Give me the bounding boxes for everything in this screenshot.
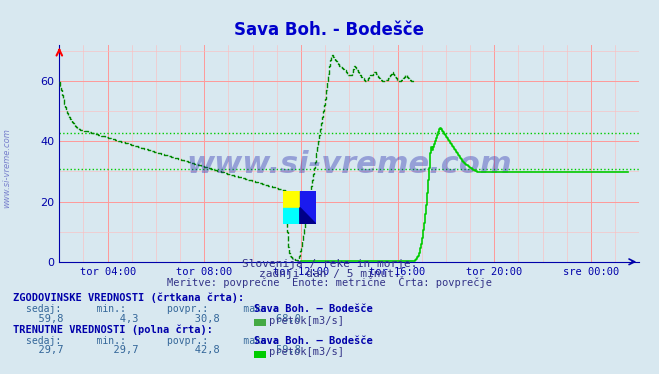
- Bar: [283, 208, 300, 224]
- Text: pretok[m3/s]: pretok[m3/s]: [269, 347, 344, 357]
- Text: sedaj:      min.:       povpr.:      maks.:: sedaj: min.: povpr.: maks.:: [26, 336, 279, 346]
- Polygon shape: [300, 208, 316, 224]
- Text: 29,7        29,7         42,8         59,8: 29,7 29,7 42,8 59,8: [26, 346, 301, 355]
- Text: Meritve: povprečne  Enote: metrične  Črta: povprečje: Meritve: povprečne Enote: metrične Črta:…: [167, 276, 492, 288]
- Text: TRENUTNE VREDNOSTI (polna črta):: TRENUTNE VREDNOSTI (polna črta):: [13, 324, 213, 335]
- Text: www.si-vreme.com: www.si-vreme.com: [186, 150, 512, 179]
- Text: sedaj:      min.:       povpr.:      maks.:: sedaj: min.: povpr.: maks.:: [26, 304, 279, 314]
- Text: Slovenija / reke in morje.: Slovenija / reke in morje.: [242, 260, 417, 269]
- Text: pretok[m3/s]: pretok[m3/s]: [269, 316, 344, 325]
- Text: 59,8         4,3         30,8         68,0: 59,8 4,3 30,8 68,0: [26, 314, 301, 324]
- Text: Sava Boh. – Bodešče: Sava Boh. – Bodešče: [254, 336, 372, 346]
- Text: www.si-vreme.com: www.si-vreme.com: [2, 128, 11, 208]
- Bar: [283, 191, 300, 208]
- Polygon shape: [300, 191, 316, 224]
- Text: zadnji dan / 5 minut.: zadnji dan / 5 minut.: [258, 269, 401, 279]
- Text: ZGODOVINSKE VREDNOSTI (črtkana črta):: ZGODOVINSKE VREDNOSTI (črtkana črta):: [13, 292, 244, 303]
- Text: Sava Boh. - Bodešče: Sava Boh. - Bodešče: [235, 21, 424, 39]
- Text: Sava Boh. – Bodešče: Sava Boh. – Bodešče: [254, 304, 372, 314]
